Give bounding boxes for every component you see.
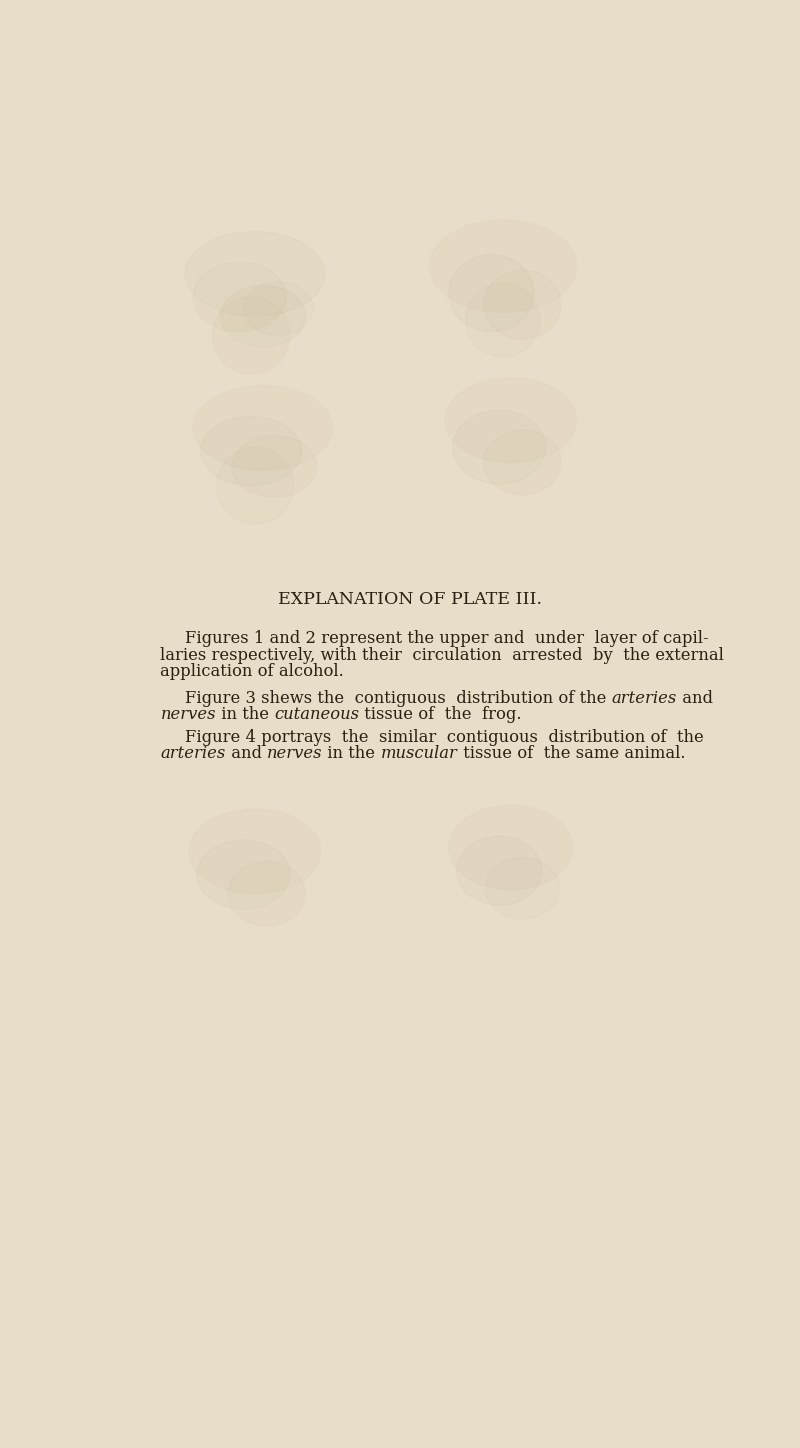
Ellipse shape [228, 862, 306, 927]
Text: application of alcohol.: application of alcohol. [161, 663, 344, 681]
Ellipse shape [216, 447, 294, 524]
Text: Figures 1 and 2 represent the upper and  under  layer of capil-: Figures 1 and 2 represent the upper and … [186, 630, 709, 647]
Text: EXPLANATION OF PLATE III.: EXPLANATION OF PLATE III. [278, 591, 542, 608]
Text: nerves: nerves [267, 746, 322, 763]
Ellipse shape [457, 835, 542, 905]
Ellipse shape [445, 378, 577, 462]
Text: nerves: nerves [161, 707, 216, 724]
Ellipse shape [193, 262, 286, 332]
Ellipse shape [186, 232, 325, 316]
Text: arteries: arteries [612, 689, 677, 707]
Ellipse shape [484, 269, 561, 339]
Text: cutaneous: cutaneous [274, 707, 359, 724]
Ellipse shape [189, 809, 321, 893]
Ellipse shape [197, 840, 290, 909]
Ellipse shape [212, 297, 290, 374]
Ellipse shape [466, 284, 540, 358]
Ellipse shape [193, 385, 333, 471]
Ellipse shape [201, 417, 302, 485]
Text: and: and [677, 689, 713, 707]
Text: muscular: muscular [381, 746, 458, 763]
Ellipse shape [430, 220, 577, 313]
Text: in the: in the [322, 746, 381, 763]
Ellipse shape [243, 281, 313, 336]
Text: tissue of  the same animal.: tissue of the same animal. [458, 746, 685, 763]
Text: laries respectively, with their  circulation  arrested  by  the external: laries respectively, with their circulat… [161, 647, 724, 663]
Text: tissue of  the  frog.: tissue of the frog. [359, 707, 522, 724]
Ellipse shape [449, 805, 573, 891]
Text: arteries: arteries [161, 746, 226, 763]
Ellipse shape [232, 436, 317, 497]
Text: in the: in the [216, 707, 274, 724]
Ellipse shape [449, 255, 534, 332]
Text: and: and [226, 746, 267, 763]
Ellipse shape [485, 857, 559, 919]
Ellipse shape [484, 430, 561, 495]
Text: Figure 4 portrays  the  similar  contiguous  distribution of  the: Figure 4 portrays the similar contiguous… [186, 728, 704, 746]
Ellipse shape [453, 410, 546, 484]
Ellipse shape [220, 285, 306, 348]
Text: Figure 3 shews the  contiguous  distribution of the: Figure 3 shews the contiguous distributi… [186, 689, 612, 707]
